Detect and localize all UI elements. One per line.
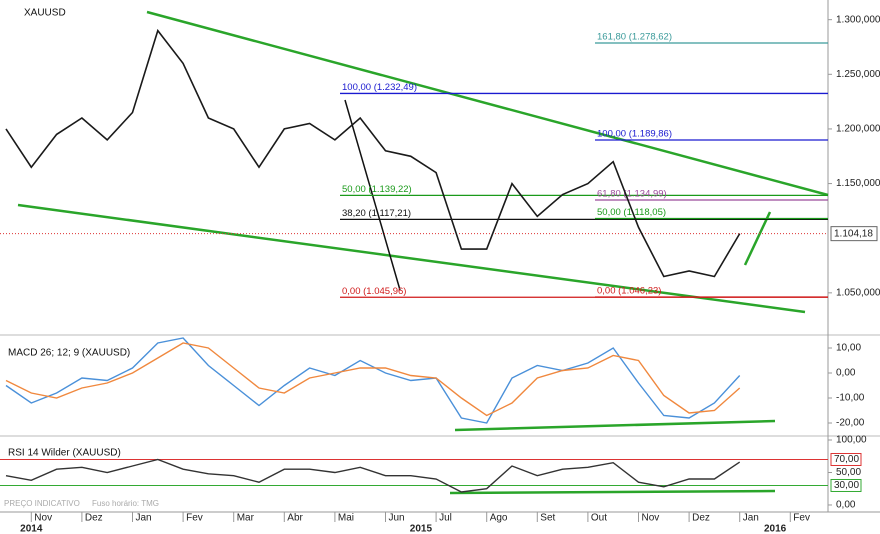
last-value-label: 1.104,18 [834, 228, 873, 239]
footer: PREÇO INDICATIVO [4, 499, 80, 508]
fibonacci-label: 100,00 (1.232,49) [342, 82, 417, 93]
y-tick-label: 1.150,000 [836, 178, 880, 189]
series-line [5, 342, 741, 417]
series-line [5, 337, 741, 424]
x-tick-label: Mai [338, 513, 354, 524]
year-label: 2014 [20, 524, 43, 534]
x-tick-label: Dez [692, 513, 710, 524]
fibonacci-label: 100,00 (1.189,86) [597, 129, 672, 140]
timezone: Fuso horário: TMG [92, 499, 159, 508]
fibonacci-label: 0,00 (1.046,23) [597, 285, 661, 296]
panel-title: XAUUSD [24, 8, 66, 19]
x-tick-label: Jul [439, 513, 452, 524]
y-tick-label: -10,00 [836, 393, 865, 404]
trend-line [454, 419, 776, 432]
x-tick-label: Nov [34, 513, 52, 524]
fibonacci-label: 161,80 (1.278,62) [597, 32, 672, 43]
series-line [5, 28, 741, 278]
fibonacci-label: 50,00 (1.118,05) [597, 207, 666, 218]
level-box [830, 452, 862, 466]
trend-line [449, 489, 776, 495]
y-tick-label: 0,00 [836, 500, 856, 511]
x-tick-label: Set [540, 513, 555, 524]
x-tick-label: Nov [642, 513, 660, 524]
y-tick-label: 0,00 [836, 368, 856, 379]
trend-line [17, 203, 806, 314]
drawings [17, 10, 829, 495]
series-line [5, 458, 741, 493]
x-tick-label: Fev [793, 513, 810, 524]
trend-line [146, 10, 829, 197]
fibonacci-label: 61,80 (1.134,99) [597, 188, 667, 199]
fibonacci-label: 0,00 (1.045,96) [342, 286, 406, 297]
y-tick-label: 1.050,000 [836, 287, 880, 298]
y-tick-label: 1.250,000 [836, 69, 880, 80]
x-tick-label: Mar [237, 513, 255, 524]
x-tick-label: Fev [186, 513, 203, 524]
y-tick-label: 50,00 [836, 467, 861, 478]
x-tick-label: Jun [389, 513, 405, 524]
panel-title: RSI 14 Wilder (XAUUSD) [8, 448, 121, 459]
y-tick-label: 1.300,000 [836, 14, 880, 25]
y-tick-label: 1.200,000 [836, 124, 880, 135]
y-tick-label: 100,00 [836, 435, 867, 446]
x-tick-label: Jan [743, 513, 759, 524]
x-tick-label: Dez [85, 513, 103, 524]
last-value-box [830, 226, 878, 242]
level-label: 70,00 [834, 454, 859, 465]
y-tick-label: -20,00 [836, 418, 865, 429]
fibonacci-label: 38,20 (1.117,21) [342, 208, 411, 219]
x-tick-label: Jan [136, 513, 152, 524]
fibonacci-label: 50,00 (1.139,22) [342, 184, 412, 195]
x-tick-label: Abr [287, 513, 303, 524]
level-box [830, 478, 862, 492]
y-tick-label: 10,00 [836, 343, 861, 354]
x-tick-label: Ago [490, 513, 508, 524]
panel-title: MACD 26; 12; 9 (XAUUSD) [8, 348, 130, 359]
year-label: 2015 [410, 524, 433, 534]
level-label: 30,00 [834, 480, 859, 491]
year-label: 2016 [764, 524, 787, 534]
x-tick-label: Out [591, 513, 607, 524]
trend-line [743, 211, 772, 266]
